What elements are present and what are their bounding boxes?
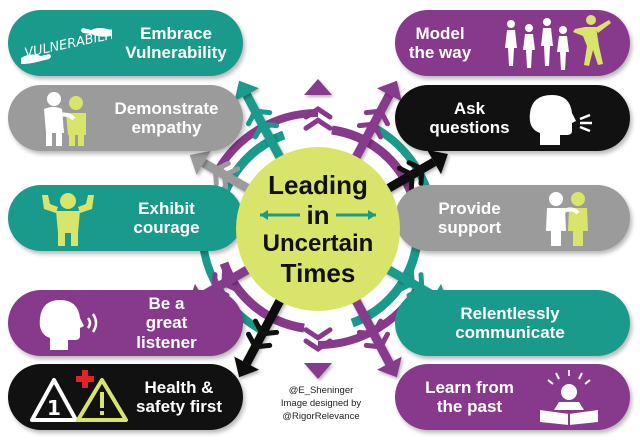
arrow-shaft — [350, 92, 394, 163]
arrow-barb — [246, 108, 273, 127]
consoling-people-icon — [44, 92, 86, 146]
walking-group-icon — [505, 15, 611, 70]
red-cross-icon — [76, 370, 94, 388]
arrow-barb — [252, 318, 280, 337]
arrow-head — [427, 149, 448, 175]
ask-questions-label: Ask questions — [429, 98, 510, 137]
arrow-head — [377, 356, 402, 378]
arrow-barb — [222, 166, 241, 192]
demonstrate-empathy-pill: Demonstrate empathy — [8, 85, 243, 151]
demonstrate-empathy-label: Demonstrate empathy — [114, 98, 219, 137]
arrow-barb — [303, 105, 333, 120]
title-line-1: Leading — [268, 170, 368, 200]
ring-arc — [219, 261, 305, 333]
credit-author: @E_Sheninger — [288, 385, 354, 396]
health-safety-pill: 1 Health & safety first — [8, 364, 243, 430]
arrow-barb — [303, 117, 333, 131]
ring-arc — [331, 125, 417, 197]
arrow-barb — [221, 266, 240, 293]
arrow-barb — [303, 338, 333, 353]
embrace-vulnerability-pill: VULNERABILITY Embrace Vulnerability — [8, 10, 243, 76]
ask-questions-pill: Ask questions — [395, 85, 630, 151]
credit-designed-by: Image designed by — [280, 398, 362, 409]
arrow-barb — [396, 165, 415, 192]
warning-signs-icon: 1 — [30, 370, 128, 422]
exhibit-courage-pill: Exhibit courage — [8, 185, 243, 251]
reading-book-icon — [540, 370, 598, 425]
great-listener-pill: Be a great listener — [8, 290, 243, 356]
arrow-shaft — [350, 295, 394, 366]
arrow-barb — [363, 331, 390, 350]
arrow-barb — [356, 318, 384, 337]
health-safety-label: Health & safety first — [136, 377, 222, 416]
arrow-barb — [363, 108, 390, 127]
supporting-people-icon — [546, 192, 588, 246]
strong-person-icon — [42, 193, 94, 246]
exhibit-courage-label: Exhibit courage — [133, 198, 200, 237]
arrow-head — [189, 150, 211, 176]
learn-from-past-pill: Learn from the past — [395, 364, 630, 430]
credit-designer: @RigorRelevance — [282, 411, 360, 422]
arrow-head — [304, 79, 332, 95]
arrow-head — [377, 80, 402, 102]
model-the-way-pill: Model the way — [395, 10, 630, 76]
title-line-2: in — [306, 200, 330, 230]
provide-support-pill: Provide support — [395, 185, 630, 251]
title-line-3: Uncertain — [262, 230, 374, 257]
arrow-barb — [212, 160, 231, 187]
great-listener-label: Be a great listener — [136, 294, 197, 352]
relentlessly-communicate-label: Relentlessly communicate — [455, 303, 565, 342]
speaking-head-icon — [529, 95, 592, 145]
arrow-head — [304, 363, 332, 379]
arrow-shaft — [242, 92, 286, 163]
arrow-shaft — [242, 295, 286, 366]
right-arrow-icon — [335, 210, 376, 220]
relentlessly-communicate-pill: Relentlessly communicate — [395, 290, 630, 356]
embrace-vulnerability-label: Embrace Vulnerability — [125, 23, 227, 62]
center-title-circle: Leading in Uncertain Times — [236, 147, 400, 311]
arrow-barb — [396, 266, 415, 293]
arrow-barb — [252, 121, 280, 140]
credit-text: @E_Sheninger Image designed by @RigorRel… — [262, 384, 380, 423]
learn-from-past-label: Learn from the past — [425, 377, 514, 416]
warning-number: 1 — [47, 396, 61, 420]
arrow-barb — [303, 327, 333, 341]
arrow-head — [234, 356, 259, 378]
arrow-barb — [246, 331, 273, 350]
model-the-way-label: Model the way — [408, 23, 472, 62]
provide-support-label: Provide support — [437, 198, 502, 237]
title-line-4: Times — [280, 258, 356, 288]
reaching-hands-icon: VULNERABILITY — [21, 25, 112, 64]
left-arrow-icon — [260, 210, 301, 220]
arrow-head — [234, 80, 259, 102]
arrow-barb — [356, 121, 384, 140]
arrow-barb — [406, 160, 425, 186]
listening-head-icon — [39, 300, 98, 350]
